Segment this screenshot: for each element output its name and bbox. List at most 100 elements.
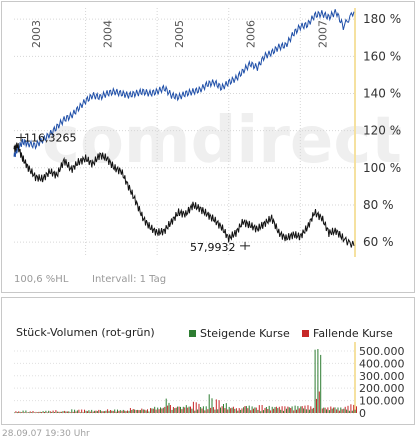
- volume-bar: [245, 406, 247, 413]
- volume-bar: [274, 407, 276, 413]
- volume-bar: [125, 411, 127, 413]
- volume-bar: [344, 406, 346, 413]
- volume-bar: [270, 410, 272, 413]
- volume-bar: [46, 412, 48, 413]
- volume-bar: [271, 406, 273, 413]
- volume-bar: [240, 409, 242, 413]
- volume-bar: [55, 410, 57, 413]
- y-tick-label: 300.000: [359, 370, 405, 383]
- volume-bar: [59, 411, 61, 413]
- volume-bar: [33, 412, 35, 413]
- volume-bar: [191, 408, 193, 413]
- x-tick-label: 2005: [173, 20, 186, 48]
- volume-bar: [290, 408, 292, 413]
- volume-bar: [69, 412, 71, 413]
- volume-bar: [124, 410, 126, 413]
- volume-bar: [253, 408, 254, 413]
- volume-bar: [243, 407, 245, 413]
- volume-bar: [18, 411, 20, 413]
- volume-bar: [336, 409, 338, 413]
- volume-bar: [311, 408, 313, 413]
- volume-bar: [58, 411, 60, 413]
- volume-bar: [85, 410, 87, 413]
- timestamp: 28.09.07 19:30 Uhr: [2, 429, 90, 439]
- volume-bar: [207, 409, 209, 413]
- volume-bar: [198, 403, 200, 413]
- volume-bar: [172, 407, 174, 413]
- volume-bar: [291, 406, 293, 413]
- volume-bar: [235, 408, 237, 413]
- volume-bar: [154, 406, 156, 413]
- volume-bar: [188, 406, 190, 413]
- volume-bar: [164, 406, 166, 413]
- volume-bar: [241, 408, 243, 413]
- volume-bar: [223, 404, 224, 413]
- y-tick-label: 100.000: [359, 395, 405, 408]
- volume-bar: [51, 411, 53, 413]
- volume-bar: [182, 406, 184, 413]
- volume-bar: [66, 411, 68, 413]
- y-tick-label: 140 %: [363, 86, 401, 100]
- volume-bar: [158, 409, 160, 413]
- volume-bar: [26, 412, 28, 413]
- volume-bar: [81, 409, 83, 413]
- x-tick-label: 2003: [30, 20, 43, 48]
- volume-bar: [323, 407, 325, 413]
- volume-bar: [224, 408, 226, 413]
- volume-bar: [185, 405, 187, 413]
- volume-bar: [347, 405, 349, 413]
- volume-bar: [150, 408, 151, 413]
- volume-bar: [350, 404, 352, 413]
- volume-bar: [255, 407, 257, 413]
- volume-bar: [162, 407, 164, 413]
- volume-bar: [152, 408, 154, 413]
- volume-bar: [310, 406, 312, 413]
- volume-bar: [131, 410, 133, 413]
- volume-bar: [330, 406, 332, 413]
- volume-bar: [56, 411, 58, 413]
- volume-bar: [338, 410, 340, 413]
- volume-bar: [228, 406, 230, 413]
- volume-bar: [257, 409, 259, 413]
- volume-bar: [49, 411, 51, 413]
- volume-bar: [294, 405, 296, 413]
- volume-bar: [333, 407, 335, 413]
- volume-bar: [221, 406, 223, 413]
- volume-bar: [293, 410, 295, 413]
- volume-bar: [45, 410, 47, 413]
- volume-bar: [89, 411, 91, 413]
- volume-bar: [301, 406, 303, 413]
- volume-bar: [287, 406, 289, 413]
- volume-bar: [139, 410, 141, 413]
- volume-bar: [296, 409, 297, 413]
- volume-bar: [184, 407, 186, 413]
- volume-bar: [78, 409, 80, 413]
- volume-bar: [61, 411, 63, 413]
- volume-bar: [278, 406, 280, 413]
- volume-bar: [192, 401, 194, 413]
- volume-bar: [160, 407, 161, 413]
- volume-bar: [82, 412, 84, 413]
- volume-bar: [227, 409, 229, 413]
- volume-bar: [14, 412, 15, 413]
- volume-bar: [248, 405, 250, 413]
- volume-bar: [264, 408, 266, 413]
- volume-bar: [348, 410, 350, 413]
- y-tick-label: 60 %: [363, 235, 394, 249]
- volume-bar: [38, 411, 40, 413]
- volume-bar: [261, 405, 263, 413]
- volume-bar: [71, 409, 73, 413]
- volume-bar: [24, 412, 25, 413]
- volume-bar: [238, 408, 240, 413]
- volume-bar: [127, 410, 128, 413]
- volume-bar: [258, 405, 260, 413]
- volume-bar: [64, 410, 66, 413]
- volume-bar: [327, 407, 329, 413]
- volume-bar: [28, 412, 30, 413]
- series-line: [13, 9, 355, 158]
- volume-bar: [204, 410, 206, 413]
- volume-bar: [19, 411, 21, 413]
- volume-bar: [318, 391, 320, 413]
- volume-bar: [39, 411, 41, 413]
- volume-bar: [267, 409, 269, 413]
